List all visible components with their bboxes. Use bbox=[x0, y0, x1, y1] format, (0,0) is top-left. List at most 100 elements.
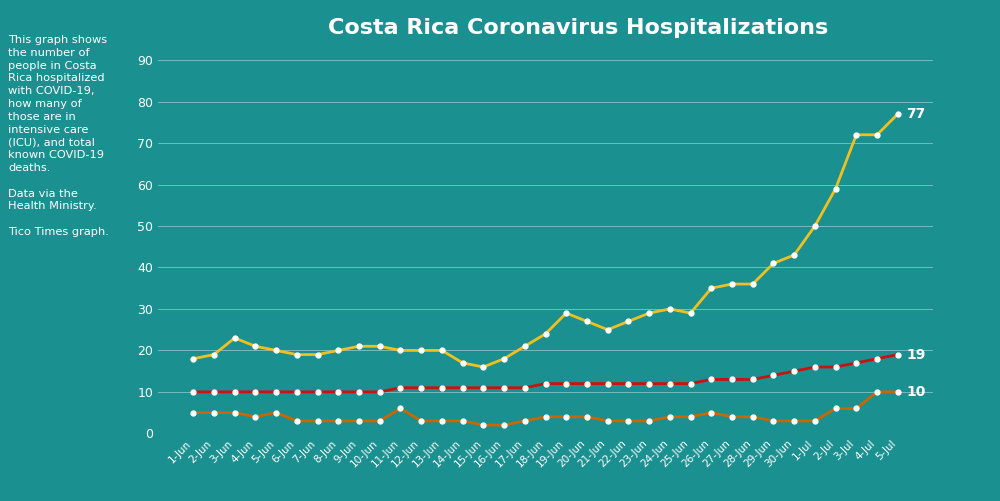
Total Deaths bbox=[560, 381, 572, 387]
Total Deaths bbox=[270, 389, 282, 395]
Curently in ICU bbox=[394, 405, 406, 411]
Currently hospitalized bbox=[788, 252, 800, 258]
Currently hospitalized bbox=[560, 310, 572, 316]
Curently in ICU bbox=[457, 418, 469, 424]
Curently in ICU bbox=[208, 410, 220, 416]
Total Deaths bbox=[726, 376, 738, 382]
Curently in ICU bbox=[643, 418, 655, 424]
Total Deaths bbox=[871, 356, 883, 362]
Line: Currently hospitalized: Currently hospitalized bbox=[191, 112, 900, 369]
Total Deaths bbox=[229, 389, 241, 395]
Curently in ICU bbox=[788, 418, 800, 424]
Currently hospitalized bbox=[643, 310, 655, 316]
Total Deaths bbox=[788, 368, 800, 374]
Curently in ICU bbox=[229, 410, 241, 416]
Curently in ICU bbox=[270, 410, 282, 416]
Currently hospitalized bbox=[332, 347, 344, 353]
Total Deaths bbox=[602, 381, 614, 387]
Currently hospitalized bbox=[892, 111, 904, 117]
Total Deaths bbox=[643, 381, 655, 387]
Total Deaths bbox=[332, 389, 344, 395]
Currently hospitalized bbox=[353, 343, 365, 349]
Curently in ICU bbox=[747, 414, 759, 420]
Curently in ICU bbox=[249, 414, 261, 420]
Curently in ICU bbox=[540, 414, 552, 420]
Currently hospitalized bbox=[477, 364, 489, 370]
Total Deaths bbox=[498, 385, 510, 391]
Currently hospitalized bbox=[685, 310, 697, 316]
Currently hospitalized bbox=[415, 347, 427, 353]
Currently hospitalized bbox=[187, 356, 199, 362]
Total Deaths bbox=[664, 381, 676, 387]
Curently in ICU bbox=[871, 389, 883, 395]
Currently hospitalized bbox=[705, 285, 717, 291]
Currently hospitalized bbox=[830, 186, 842, 192]
Curently in ICU bbox=[892, 389, 904, 395]
Curently in ICU bbox=[809, 418, 821, 424]
Currently hospitalized bbox=[581, 319, 593, 325]
Curently in ICU bbox=[374, 418, 386, 424]
Text: This graph shows
the number of
people in Costa
Rica hospitalized
with COVID-19,
: This graph shows the number of people in… bbox=[8, 35, 109, 237]
Currently hospitalized bbox=[291, 352, 303, 358]
Total Deaths bbox=[249, 389, 261, 395]
Curently in ICU bbox=[705, 410, 717, 416]
Total Deaths bbox=[436, 385, 448, 391]
Text: 10: 10 bbox=[906, 385, 925, 399]
Currently hospitalized bbox=[664, 306, 676, 312]
Currently hospitalized bbox=[457, 360, 469, 366]
Total Deaths bbox=[415, 385, 427, 391]
Curently in ICU bbox=[850, 405, 862, 411]
Curently in ICU bbox=[622, 418, 634, 424]
Total Deaths bbox=[457, 385, 469, 391]
Curently in ICU bbox=[602, 418, 614, 424]
Total Deaths bbox=[747, 376, 759, 382]
Total Deaths bbox=[519, 385, 531, 391]
Currently hospitalized bbox=[394, 347, 406, 353]
Total Deaths bbox=[187, 389, 199, 395]
Total Deaths bbox=[208, 389, 220, 395]
Curently in ICU bbox=[581, 414, 593, 420]
Currently hospitalized bbox=[747, 281, 759, 287]
Curently in ICU bbox=[477, 422, 489, 428]
Total Deaths bbox=[809, 364, 821, 370]
Currently hospitalized bbox=[622, 319, 634, 325]
Currently hospitalized bbox=[519, 343, 531, 349]
Currently hospitalized bbox=[602, 327, 614, 333]
Total Deaths bbox=[540, 381, 552, 387]
Text: 77: 77 bbox=[906, 107, 925, 121]
Currently hospitalized bbox=[767, 261, 779, 267]
Currently hospitalized bbox=[208, 352, 220, 358]
Currently hospitalized bbox=[498, 356, 510, 362]
Curently in ICU bbox=[560, 414, 572, 420]
Curently in ICU bbox=[830, 405, 842, 411]
Curently in ICU bbox=[726, 414, 738, 420]
Currently hospitalized bbox=[871, 132, 883, 138]
Curently in ICU bbox=[291, 418, 303, 424]
Total Deaths bbox=[830, 364, 842, 370]
Total Deaths bbox=[685, 381, 697, 387]
Currently hospitalized bbox=[809, 223, 821, 229]
Total Deaths bbox=[291, 389, 303, 395]
Total Deaths bbox=[581, 381, 593, 387]
Text: 19: 19 bbox=[906, 348, 925, 362]
Curently in ICU bbox=[664, 414, 676, 420]
Total Deaths bbox=[622, 381, 634, 387]
Total Deaths bbox=[477, 385, 489, 391]
Currently hospitalized bbox=[726, 281, 738, 287]
Total Deaths bbox=[705, 376, 717, 382]
Total Deaths bbox=[312, 389, 324, 395]
Text: Costa Rica Coronavirus Hospitalizations: Costa Rica Coronavirus Hospitalizations bbox=[328, 18, 828, 38]
Total Deaths bbox=[353, 389, 365, 395]
Currently hospitalized bbox=[850, 132, 862, 138]
Curently in ICU bbox=[685, 414, 697, 420]
Total Deaths bbox=[892, 352, 904, 358]
Currently hospitalized bbox=[374, 343, 386, 349]
Total Deaths bbox=[394, 385, 406, 391]
Curently in ICU bbox=[415, 418, 427, 424]
Curently in ICU bbox=[353, 418, 365, 424]
Line: Curently in ICU: Curently in ICU bbox=[191, 389, 900, 427]
Currently hospitalized bbox=[270, 347, 282, 353]
Total Deaths bbox=[767, 372, 779, 378]
Currently hospitalized bbox=[229, 335, 241, 341]
Currently hospitalized bbox=[249, 343, 261, 349]
